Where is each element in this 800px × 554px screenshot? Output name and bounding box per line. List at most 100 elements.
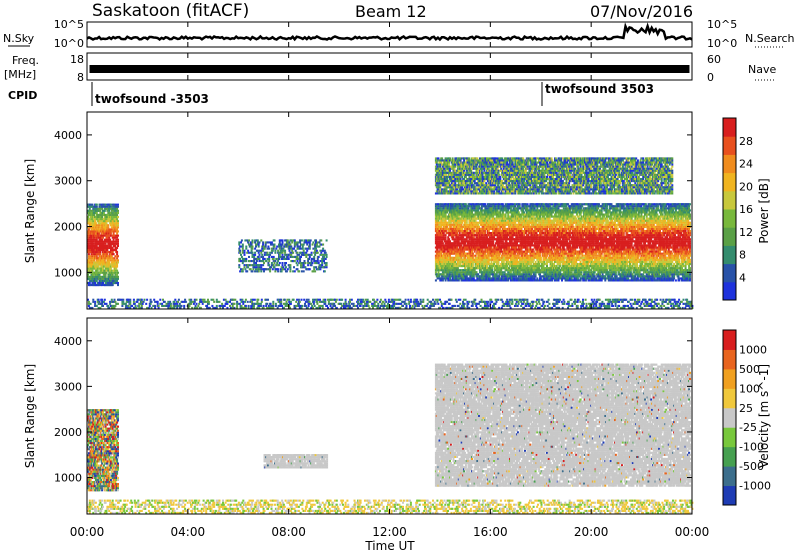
scatter-cell (102, 263, 104, 266)
scatter-cell (473, 238, 476, 241)
scatter-cell (520, 215, 523, 218)
scatter-cell (497, 232, 500, 235)
scatter-cell (530, 273, 533, 276)
scatter-cell (509, 207, 512, 210)
scatter-cell (465, 275, 468, 278)
scatter-cell (90, 238, 93, 241)
scatter-cell (113, 282, 116, 285)
scatter-cell (95, 271, 98, 274)
scatter-cell (552, 230, 555, 233)
scatter-cell (537, 271, 540, 274)
scatter-cell (483, 246, 486, 249)
scatter-cell (436, 205, 439, 208)
scatter-cell (115, 267, 118, 270)
scatter-cell (517, 238, 520, 241)
scatter-cell (527, 234, 530, 237)
scatter-cell (92, 226, 95, 229)
scatter-cell (89, 284, 92, 287)
scatter-cell (531, 227, 533, 230)
scatter-cell (110, 211, 113, 214)
scatter-cell (93, 238, 96, 241)
scatter-cell (481, 225, 484, 228)
scatter-cell (493, 213, 496, 216)
scatter-cell (117, 238, 119, 241)
scatter-cell (537, 246, 540, 249)
scatter-cell (526, 203, 529, 206)
scatter-cell (522, 279, 525, 282)
scatter-cell (100, 275, 103, 278)
scatter-cell (542, 256, 545, 259)
scatter-cell (493, 271, 496, 274)
scatter-cell (512, 248, 515, 251)
scatter-cell (101, 216, 104, 219)
scatter-cell (495, 273, 498, 276)
scatter-cell (493, 258, 496, 261)
scatter-cell (549, 205, 552, 208)
noise-left-tick-bottom: 10^0 (54, 37, 84, 50)
scatter-cell (503, 225, 506, 228)
scatter-cell (102, 277, 104, 280)
scatter-cell (526, 213, 529, 216)
scatter-cell (487, 211, 490, 214)
scatter-cell (89, 222, 92, 225)
scatter-cell (440, 221, 443, 224)
scatter-cell (114, 259, 117, 262)
scatter-cell (109, 224, 112, 227)
scatter-cell (511, 203, 514, 206)
scatter-cell (444, 207, 447, 210)
scatter-cell (476, 242, 479, 245)
scatter-cell (99, 222, 102, 225)
scatter-cell (467, 248, 470, 251)
scatter-cell (93, 213, 96, 216)
scatter-cell (115, 203, 118, 206)
scatter-cell (523, 234, 526, 237)
freq-left-label-1: Freq. (12, 54, 39, 67)
scatter-cell (494, 248, 496, 251)
scatter-cell (503, 263, 506, 266)
scatter-cell (481, 248, 484, 251)
scatter-cell (88, 282, 91, 285)
scatter-cell (482, 263, 485, 266)
scatter-cell (449, 275, 452, 278)
scatter-cell (513, 217, 516, 220)
scatter-cell (538, 267, 541, 270)
scatter-cell (501, 230, 503, 233)
scatter-cell (477, 209, 480, 212)
scatter-cell (106, 249, 109, 252)
scatter-cell (548, 260, 551, 263)
scatter-cell (501, 256, 503, 259)
scatter-cell (107, 226, 110, 229)
scatter-cell (498, 275, 501, 278)
scatter-cell (551, 250, 554, 253)
scatter-cell (532, 271, 535, 274)
scatter-cell (473, 269, 476, 272)
scatter-cell (473, 242, 476, 245)
scatter-cell (89, 234, 92, 237)
scatter-cell (456, 273, 459, 276)
scatter-cell (479, 238, 481, 241)
scatter-cell (538, 223, 541, 226)
scatter-cell (513, 267, 516, 270)
scatter-cell (460, 279, 463, 282)
scatter-cell (114, 273, 117, 276)
scatter-cell (87, 238, 90, 241)
scatter-cell (526, 273, 529, 276)
scatter-cell (460, 244, 463, 247)
scatter-cell (107, 224, 110, 227)
scatter-cell (439, 256, 442, 259)
scatter-cell (436, 256, 439, 259)
scatter-cell (461, 227, 464, 230)
scatter-cell (532, 240, 535, 243)
scatter-cell (473, 273, 476, 276)
scatter-cell (90, 257, 93, 260)
cpid-mode-2: twofsound 3503 (545, 82, 654, 96)
scatter-cell (445, 254, 448, 257)
scatter-cell (101, 284, 104, 287)
scatter-cell (501, 250, 503, 253)
scatter-cell (456, 277, 459, 280)
scatter-cell (94, 234, 97, 237)
scatter-cell (532, 232, 535, 235)
scatter-cell (547, 244, 550, 247)
scatter-cell (536, 238, 539, 241)
scatter-cell (553, 215, 556, 218)
